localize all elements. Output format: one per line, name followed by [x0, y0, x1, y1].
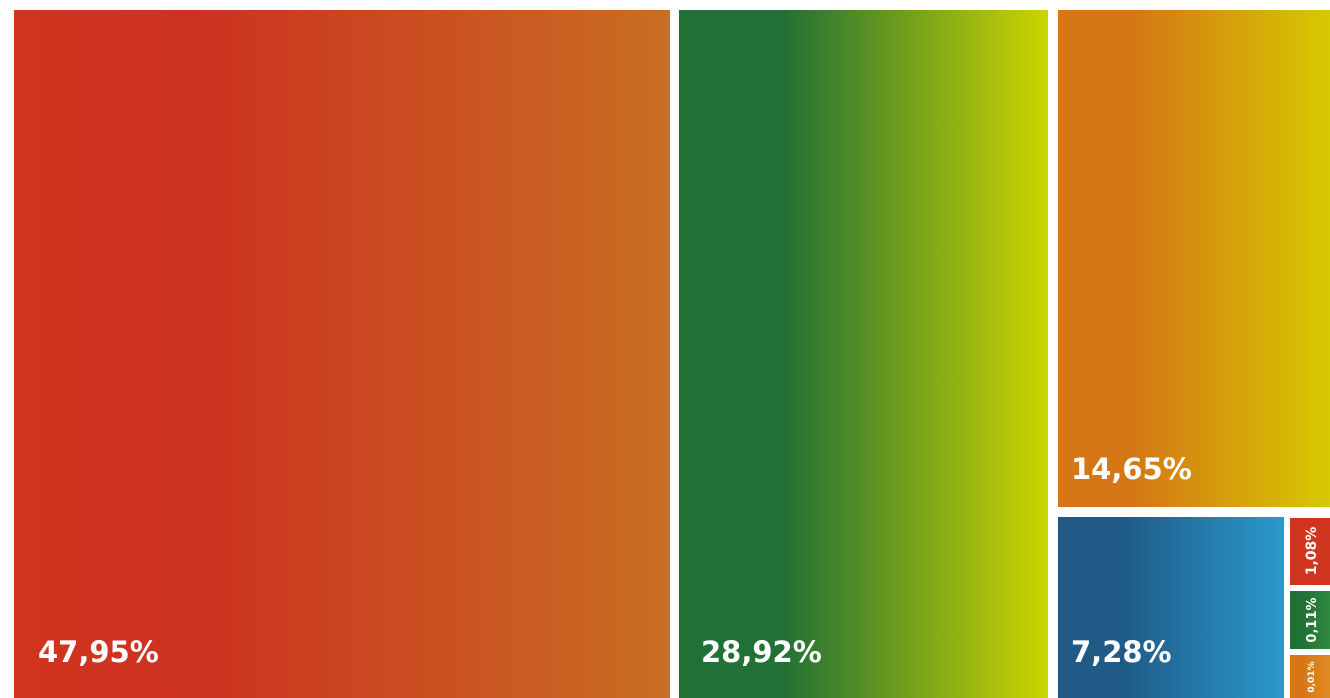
treemap-tile: 14,65%	[1058, 10, 1330, 507]
tile-value-label: 1,08%	[1304, 527, 1320, 576]
tile-value-label: 47,95%	[38, 635, 159, 669]
treemap-tile: 0,11%	[1290, 591, 1330, 649]
tiles-layer: 47,95% 28,92% 14,65% 7,28% 1,08% 0,11% 0,01%	[14, 10, 1330, 698]
treemap-tile: 7,28%	[1058, 517, 1284, 698]
tile-value-label: 7,28%	[1071, 635, 1172, 669]
tile-rect	[14, 10, 670, 698]
tile-value-label: 0,01%	[1307, 661, 1317, 692]
treemap-tile: 28,92%	[679, 10, 1048, 698]
tile-value-label: 28,92%	[701, 635, 822, 669]
tile-rect	[1290, 518, 1330, 585]
treemap-tile: 0,01%	[1290, 655, 1330, 698]
tile-rect	[1290, 655, 1330, 698]
treemap-tile: 1,08%	[1290, 518, 1330, 585]
treemap-tile: 47,95%	[14, 10, 670, 698]
tile-rect	[1290, 591, 1330, 649]
tile-rect	[679, 10, 1048, 698]
tile-value-label: 0,11%	[1305, 597, 1320, 642]
tile-value-label: 14,65%	[1071, 452, 1192, 486]
tile-rect	[1058, 10, 1330, 507]
tile-rect	[1058, 517, 1284, 698]
